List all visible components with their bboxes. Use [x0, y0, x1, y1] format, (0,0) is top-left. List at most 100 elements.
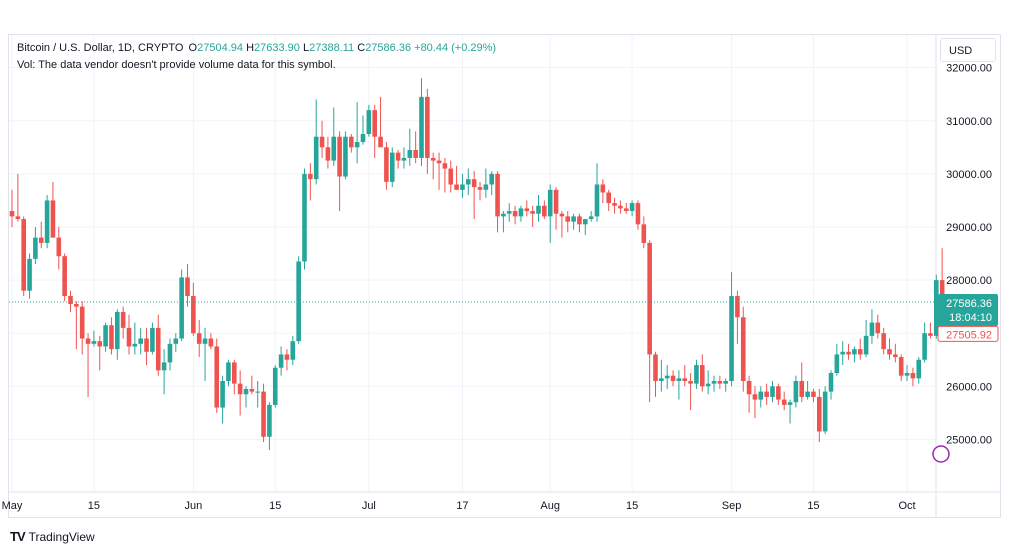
candle-body[interactable]	[916, 359, 922, 379]
candle-body[interactable]	[138, 338, 143, 344]
candle-body[interactable]	[372, 110, 377, 137]
candle-body[interactable]	[144, 338, 149, 352]
candle-body[interactable]	[27, 258, 32, 291]
candle-body[interactable]	[272, 367, 278, 405]
event-marker-icon[interactable]	[932, 445, 950, 463]
candle-body[interactable]	[922, 333, 927, 360]
candle-body[interactable]	[694, 365, 699, 384]
candle-body[interactable]	[360, 134, 366, 143]
candle-body[interactable]	[723, 381, 728, 384]
tradingview-brand[interactable]: TV TradingView	[10, 529, 95, 544]
candle-body[interactable]	[243, 388, 249, 395]
candle-body[interactable]	[752, 394, 758, 400]
candle-body[interactable]	[413, 149, 418, 158]
candle-body[interactable]	[33, 237, 38, 259]
candle-body[interactable]	[571, 216, 576, 222]
candle-body[interactable]	[787, 402, 793, 405]
candle-body[interactable]	[97, 341, 103, 347]
candle-body[interactable]	[688, 381, 693, 384]
candle-body[interactable]	[501, 213, 506, 217]
candle-body[interactable]	[700, 365, 705, 387]
candle-body[interactable]	[161, 362, 167, 371]
candle-body[interactable]	[536, 205, 541, 214]
candle-body[interactable]	[343, 136, 348, 177]
candle-body[interactable]	[811, 391, 816, 397]
candle-body[interactable]	[676, 378, 682, 381]
candle-body[interactable]	[466, 179, 471, 185]
candle-body[interactable]	[267, 404, 272, 437]
candle-body[interactable]	[653, 354, 658, 381]
candle-body[interactable]	[553, 189, 559, 214]
candle-body[interactable]	[746, 381, 752, 395]
candle-body[interactable]	[150, 327, 155, 352]
candle-body[interactable]	[232, 362, 237, 384]
candle-body[interactable]	[62, 256, 67, 297]
candle-body[interactable]	[354, 142, 360, 148]
candle-body[interactable]	[939, 280, 945, 307]
candle-body[interactable]	[167, 343, 173, 363]
candle-body[interactable]	[378, 136, 383, 148]
candle-body[interactable]	[635, 203, 641, 225]
candle-body[interactable]	[132, 343, 138, 347]
candle-body[interactable]	[237, 383, 243, 395]
candle-body[interactable]	[220, 381, 225, 408]
candle-body[interactable]	[44, 200, 50, 243]
candle-body[interactable]	[664, 375, 670, 379]
candle-body[interactable]	[881, 333, 886, 350]
candle-body[interactable]	[389, 152, 395, 182]
candle-body[interactable]	[793, 381, 799, 403]
candle-body[interactable]	[331, 136, 337, 161]
candle-body[interactable]	[618, 205, 623, 209]
candle-body[interactable]	[846, 351, 851, 355]
candle-body[interactable]	[659, 378, 664, 381]
candle-body[interactable]	[524, 208, 530, 212]
candle-body[interactable]	[729, 296, 734, 381]
candle-body[interactable]	[606, 192, 611, 204]
candle-body[interactable]	[325, 147, 331, 161]
candle-body[interactable]	[623, 208, 629, 212]
candle-body[interactable]	[436, 160, 442, 164]
candle-body[interactable]	[828, 373, 834, 392]
candle-body[interactable]	[483, 184, 489, 190]
candle-body[interactable]	[869, 322, 875, 336]
candle-body[interactable]	[407, 149, 413, 158]
candle-body[interactable]	[898, 357, 904, 376]
candle-body[interactable]	[384, 147, 389, 182]
candle-body[interactable]	[103, 325, 108, 347]
candle-body[interactable]	[15, 216, 21, 220]
candle-body[interactable]	[817, 396, 822, 432]
candle-body[interactable]	[255, 391, 260, 393]
candle-body[interactable]	[191, 296, 196, 334]
candle-body[interactable]	[705, 383, 711, 387]
candle-body[interactable]	[296, 261, 301, 342]
candle-body[interactable]	[840, 351, 845, 355]
candle-body[interactable]	[419, 96, 424, 158]
candle-body[interactable]	[875, 322, 881, 334]
candle-body[interactable]	[366, 110, 372, 135]
candle-body[interactable]	[196, 333, 202, 344]
candle-body[interactable]	[74, 303, 79, 307]
candle-body[interactable]	[904, 373, 910, 376]
candle-body[interactable]	[126, 327, 132, 347]
candle-body[interactable]	[776, 386, 781, 400]
candle-body[interactable]	[489, 173, 494, 185]
candle-body[interactable]	[781, 399, 787, 405]
candle-body[interactable]	[9, 211, 15, 217]
candle-body[interactable]	[799, 381, 805, 397]
candle-body[interactable]	[588, 216, 594, 220]
candle-body[interactable]	[115, 311, 120, 350]
candle-body[interactable]	[442, 163, 448, 169]
candle-body[interactable]	[471, 179, 477, 188]
candle-body[interactable]	[577, 216, 582, 225]
candle-body[interactable]	[740, 317, 746, 381]
candle-body[interactable]	[893, 354, 898, 358]
candle-body[interactable]	[337, 136, 342, 177]
candle-body[interactable]	[395, 152, 401, 161]
candle-body[interactable]	[91, 341, 97, 344]
candle-body[interactable]	[495, 173, 500, 217]
candle-body[interactable]	[717, 381, 723, 384]
candle-body[interactable]	[530, 211, 535, 214]
candle-body[interactable]	[454, 184, 459, 190]
candle-body[interactable]	[85, 338, 91, 344]
candle-body[interactable]	[547, 189, 553, 217]
